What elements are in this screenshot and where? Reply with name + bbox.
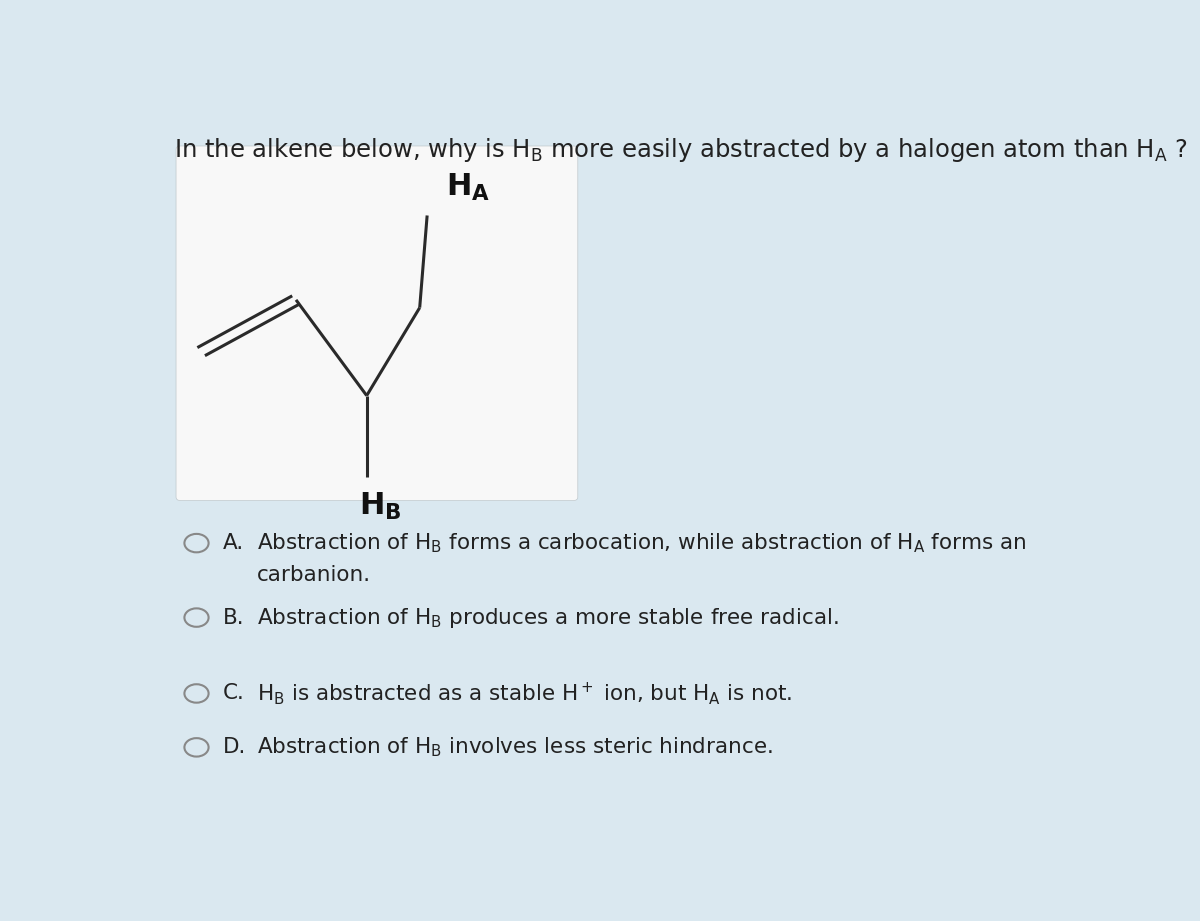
Text: H$_\mathregular{B}$: H$_\mathregular{B}$: [359, 491, 402, 522]
FancyBboxPatch shape: [176, 146, 578, 501]
Text: D.: D.: [222, 738, 246, 757]
Text: H$_\mathregular{B}$ is abstracted as a stable H$^+$ ion, but H$_\mathregular{A}$: H$_\mathregular{B}$ is abstracted as a s…: [257, 680, 792, 707]
Text: carbanion.: carbanion.: [257, 565, 371, 585]
Text: C.: C.: [222, 683, 245, 704]
Text: Abstraction of H$_\mathregular{B}$ forms a carbocation, while abstraction of H$_: Abstraction of H$_\mathregular{B}$ forms…: [257, 531, 1026, 555]
Text: Abstraction of H$_\mathregular{B}$ involves less steric hindrance.: Abstraction of H$_\mathregular{B}$ invol…: [257, 736, 773, 759]
Text: Abstraction of H$_\mathregular{B}$ produces a more stable free radical.: Abstraction of H$_\mathregular{B}$ produ…: [257, 606, 839, 630]
Text: In the alkene below, why is H$_\mathregular{B}$ more easily abstracted by a halo: In the alkene below, why is H$_\mathregu…: [174, 136, 1188, 164]
Text: A.: A.: [222, 533, 244, 554]
Text: B.: B.: [222, 608, 244, 627]
Text: H$_\mathregular{A}$: H$_\mathregular{A}$: [445, 171, 490, 203]
